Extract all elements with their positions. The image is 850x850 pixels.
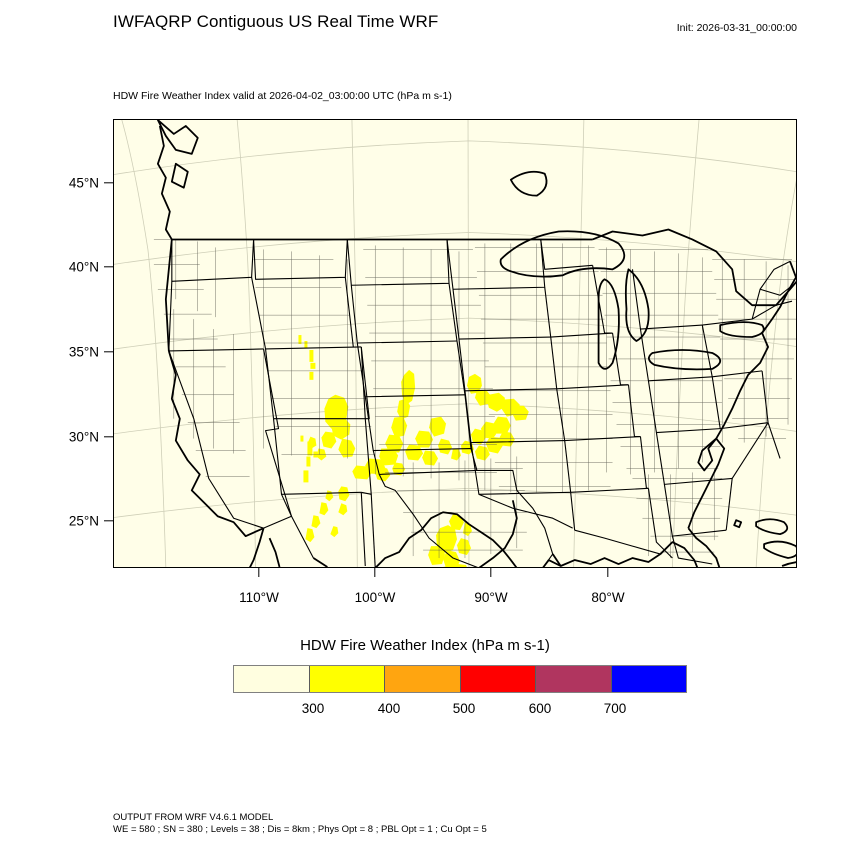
footer-line-config: WE = 580 ; SN = 380 ; Levels = 38 ; Dis … xyxy=(113,823,487,835)
xtick-label-80w: 80°W xyxy=(591,590,625,605)
colorbar-segment-2[interactable] xyxy=(385,666,461,692)
plot-subtitle: HDW Fire Weather Index valid at 2026-04-… xyxy=(113,90,452,102)
county-boundaries xyxy=(153,239,796,559)
colorbar-tick-500: 500 xyxy=(452,701,476,716)
ytick-mark-45n xyxy=(104,182,113,184)
coastline-boundaries xyxy=(156,120,796,567)
colorbar-segment-0[interactable] xyxy=(234,666,310,692)
ytick-label-30n: 30°N xyxy=(68,429,99,445)
ytick-label-45n: 45°N xyxy=(68,175,99,191)
ytick-mark-40n xyxy=(104,266,113,268)
xtick-mark-80w xyxy=(607,568,609,577)
page-title: IWFAQRP Contiguous US Real Time WRF xyxy=(113,12,439,31)
footer-line-model: OUTPUT FROM WRF V4.6.1 MODEL xyxy=(113,812,274,823)
xtick-label-90w: 90°W xyxy=(474,590,508,605)
colorbar-segment-5[interactable] xyxy=(611,666,686,692)
map-svg xyxy=(114,120,796,567)
state-boundaries xyxy=(168,239,793,567)
ytick-label-40n: 40°N xyxy=(68,259,99,275)
colorbar-segment-3[interactable] xyxy=(460,666,536,692)
xtick-mark-100w xyxy=(374,568,376,577)
init-time-label: Init: 2026-03-31_00:00:00 xyxy=(676,22,797,34)
footer: OUTPUT FROM WRF V4.6.1 MODEL WE = 580 ; … xyxy=(113,812,487,835)
map-plot-area[interactable] xyxy=(113,119,797,568)
colorbar-segment-4[interactable] xyxy=(536,666,612,692)
ytick-label-25n: 25°N xyxy=(68,513,99,529)
ytick-label-35n: 35°N xyxy=(68,344,99,360)
ytick-mark-30n xyxy=(104,436,113,438)
colorbar-segment-1[interactable] xyxy=(309,666,385,692)
map-graticule xyxy=(114,120,796,567)
colorbar-tick-700: 700 xyxy=(603,701,627,716)
colorbar-tick-400: 400 xyxy=(377,701,401,716)
colorbar[interactable] xyxy=(233,665,687,693)
xtick-mark-90w xyxy=(490,568,492,577)
ytick-mark-25n xyxy=(104,520,113,522)
xtick-mark-110w xyxy=(258,568,260,577)
ytick-mark-35n xyxy=(104,351,113,353)
xtick-label-100w: 100°W xyxy=(354,590,396,605)
xtick-label-110w: 110°W xyxy=(239,590,279,605)
colorbar-tick-600: 600 xyxy=(528,701,552,716)
colorbar-tick-300: 300 xyxy=(301,701,325,716)
colorbar-title: HDW Fire Weather Index (hPa m s-1) xyxy=(300,637,550,654)
